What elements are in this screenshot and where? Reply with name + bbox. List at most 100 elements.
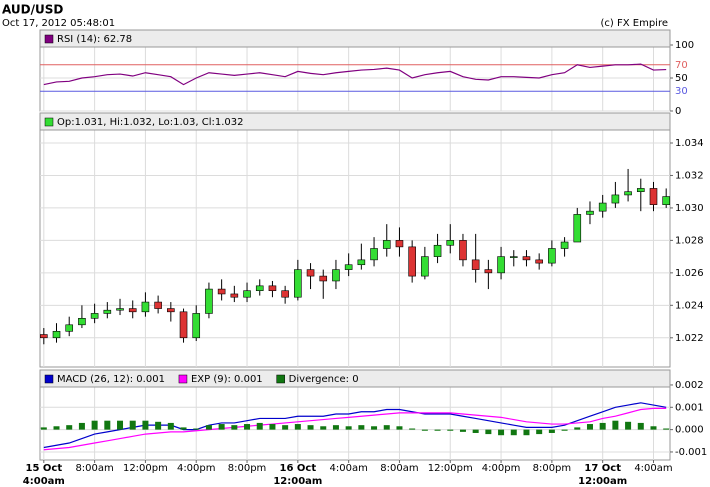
- x-tick-label: 8:00pm: [533, 463, 572, 474]
- bar: [472, 429, 479, 433]
- legend-label: Divergence: 0: [289, 374, 359, 385]
- panel-header: [39, 29, 671, 48]
- level-label: 30: [675, 86, 688, 97]
- y-tick-label: 50: [675, 73, 688, 84]
- x-tick-label: 12:00pm: [123, 463, 168, 474]
- bar: [383, 425, 390, 430]
- bar: [409, 428, 416, 430]
- level-label: 70: [675, 60, 688, 71]
- candle-body: [446, 240, 455, 246]
- legend-label: EXP (9): 0.001: [191, 374, 263, 385]
- candle-body: [319, 275, 328, 282]
- candle-body: [662, 196, 670, 205]
- bar: [625, 421, 632, 430]
- y-tick-label: -0.001: [675, 447, 707, 458]
- bar: [663, 428, 670, 430]
- candle-body: [141, 301, 150, 313]
- candle-body: [459, 240, 467, 261]
- line: [43, 407, 667, 451]
- legend-swatch: [44, 117, 54, 127]
- candle-body: [484, 269, 493, 274]
- bar: [117, 420, 124, 430]
- y-tick-label: 1.034: [675, 138, 704, 149]
- bar: [53, 426, 60, 430]
- x-tick-label: 12:00am: [578, 476, 627, 487]
- candle-body: [357, 259, 366, 266]
- bar: [167, 422, 174, 430]
- candle-body: [586, 210, 594, 215]
- x-tick-label: 4:00am: [634, 463, 672, 474]
- candle-body: [421, 256, 429, 277]
- bar: [498, 429, 505, 436]
- candle-body: [90, 313, 99, 319]
- bar: [193, 428, 200, 430]
- bar: [371, 426, 378, 430]
- bar: [91, 420, 98, 430]
- x-tick-label: 4:00am: [329, 463, 367, 474]
- candle-body: [548, 248, 556, 264]
- candle-body: [497, 256, 505, 274]
- candle-body: [230, 293, 239, 298]
- x-tick-label: 8:00am: [75, 463, 113, 474]
- legend-swatch: [178, 374, 188, 384]
- candle-body: [344, 264, 353, 270]
- bar: [574, 427, 581, 430]
- bar: [421, 429, 428, 431]
- bar: [612, 420, 619, 430]
- candle-body: [332, 269, 340, 282]
- y-tick-label: 0.002: [675, 380, 704, 391]
- bar: [218, 424, 225, 430]
- candle-body: [509, 256, 518, 258]
- legend-label: RSI (14): 62.78: [57, 34, 132, 45]
- bar: [129, 420, 136, 430]
- panel-header: [39, 369, 671, 388]
- bar: [332, 425, 339, 430]
- candle-body: [408, 246, 416, 277]
- legend-swatch: [44, 374, 54, 384]
- legend-label: Op:1.031, Hi:1.032, Lo:1.03, Cl:1.032: [57, 117, 244, 128]
- candle-body: [192, 313, 201, 339]
- candle-body: [217, 288, 226, 295]
- bar: [510, 429, 517, 436]
- bar: [205, 425, 212, 430]
- candle-body: [370, 248, 378, 261]
- x-tick-label: 17 Oct: [584, 463, 621, 474]
- title: AUD/USD: [2, 3, 63, 17]
- bar: [40, 427, 47, 430]
- candle-body: [573, 214, 582, 243]
- x-tick-label: 15 Oct: [26, 463, 63, 474]
- y-tick-label: 1.022: [675, 333, 704, 344]
- bar: [269, 424, 276, 430]
- x-tick-label: 12:00pm: [428, 463, 473, 474]
- bar: [142, 420, 149, 430]
- bar: [434, 429, 441, 431]
- bar: [104, 420, 111, 430]
- bar: [548, 429, 555, 433]
- candle-body: [52, 330, 61, 339]
- y-tick-label: 0.000: [675, 425, 704, 436]
- y-tick-label: 0: [675, 106, 681, 117]
- candle-body: [268, 285, 277, 292]
- candle-body: [649, 188, 658, 205]
- bar: [637, 422, 644, 430]
- bar: [320, 426, 327, 430]
- bar: [586, 424, 593, 430]
- bar: [294, 424, 301, 430]
- x-tick-label: 12:00am: [273, 476, 322, 487]
- bar: [536, 429, 543, 435]
- candle-body: [255, 285, 264, 292]
- bar: [485, 429, 492, 435]
- candle-body: [598, 202, 607, 212]
- candle-body: [611, 194, 620, 204]
- candle-body: [78, 318, 86, 326]
- candle-body: [40, 334, 48, 339]
- candle-body: [636, 188, 645, 192]
- bar: [78, 422, 85, 430]
- y-tick-label: 0.001: [675, 402, 704, 413]
- copyright: (c) FX Empire: [601, 18, 669, 29]
- candle-body: [395, 240, 404, 248]
- candle-body: [471, 259, 480, 270]
- candle-body: [522, 256, 531, 261]
- legend-swatch: [44, 34, 54, 44]
- bar: [345, 426, 352, 430]
